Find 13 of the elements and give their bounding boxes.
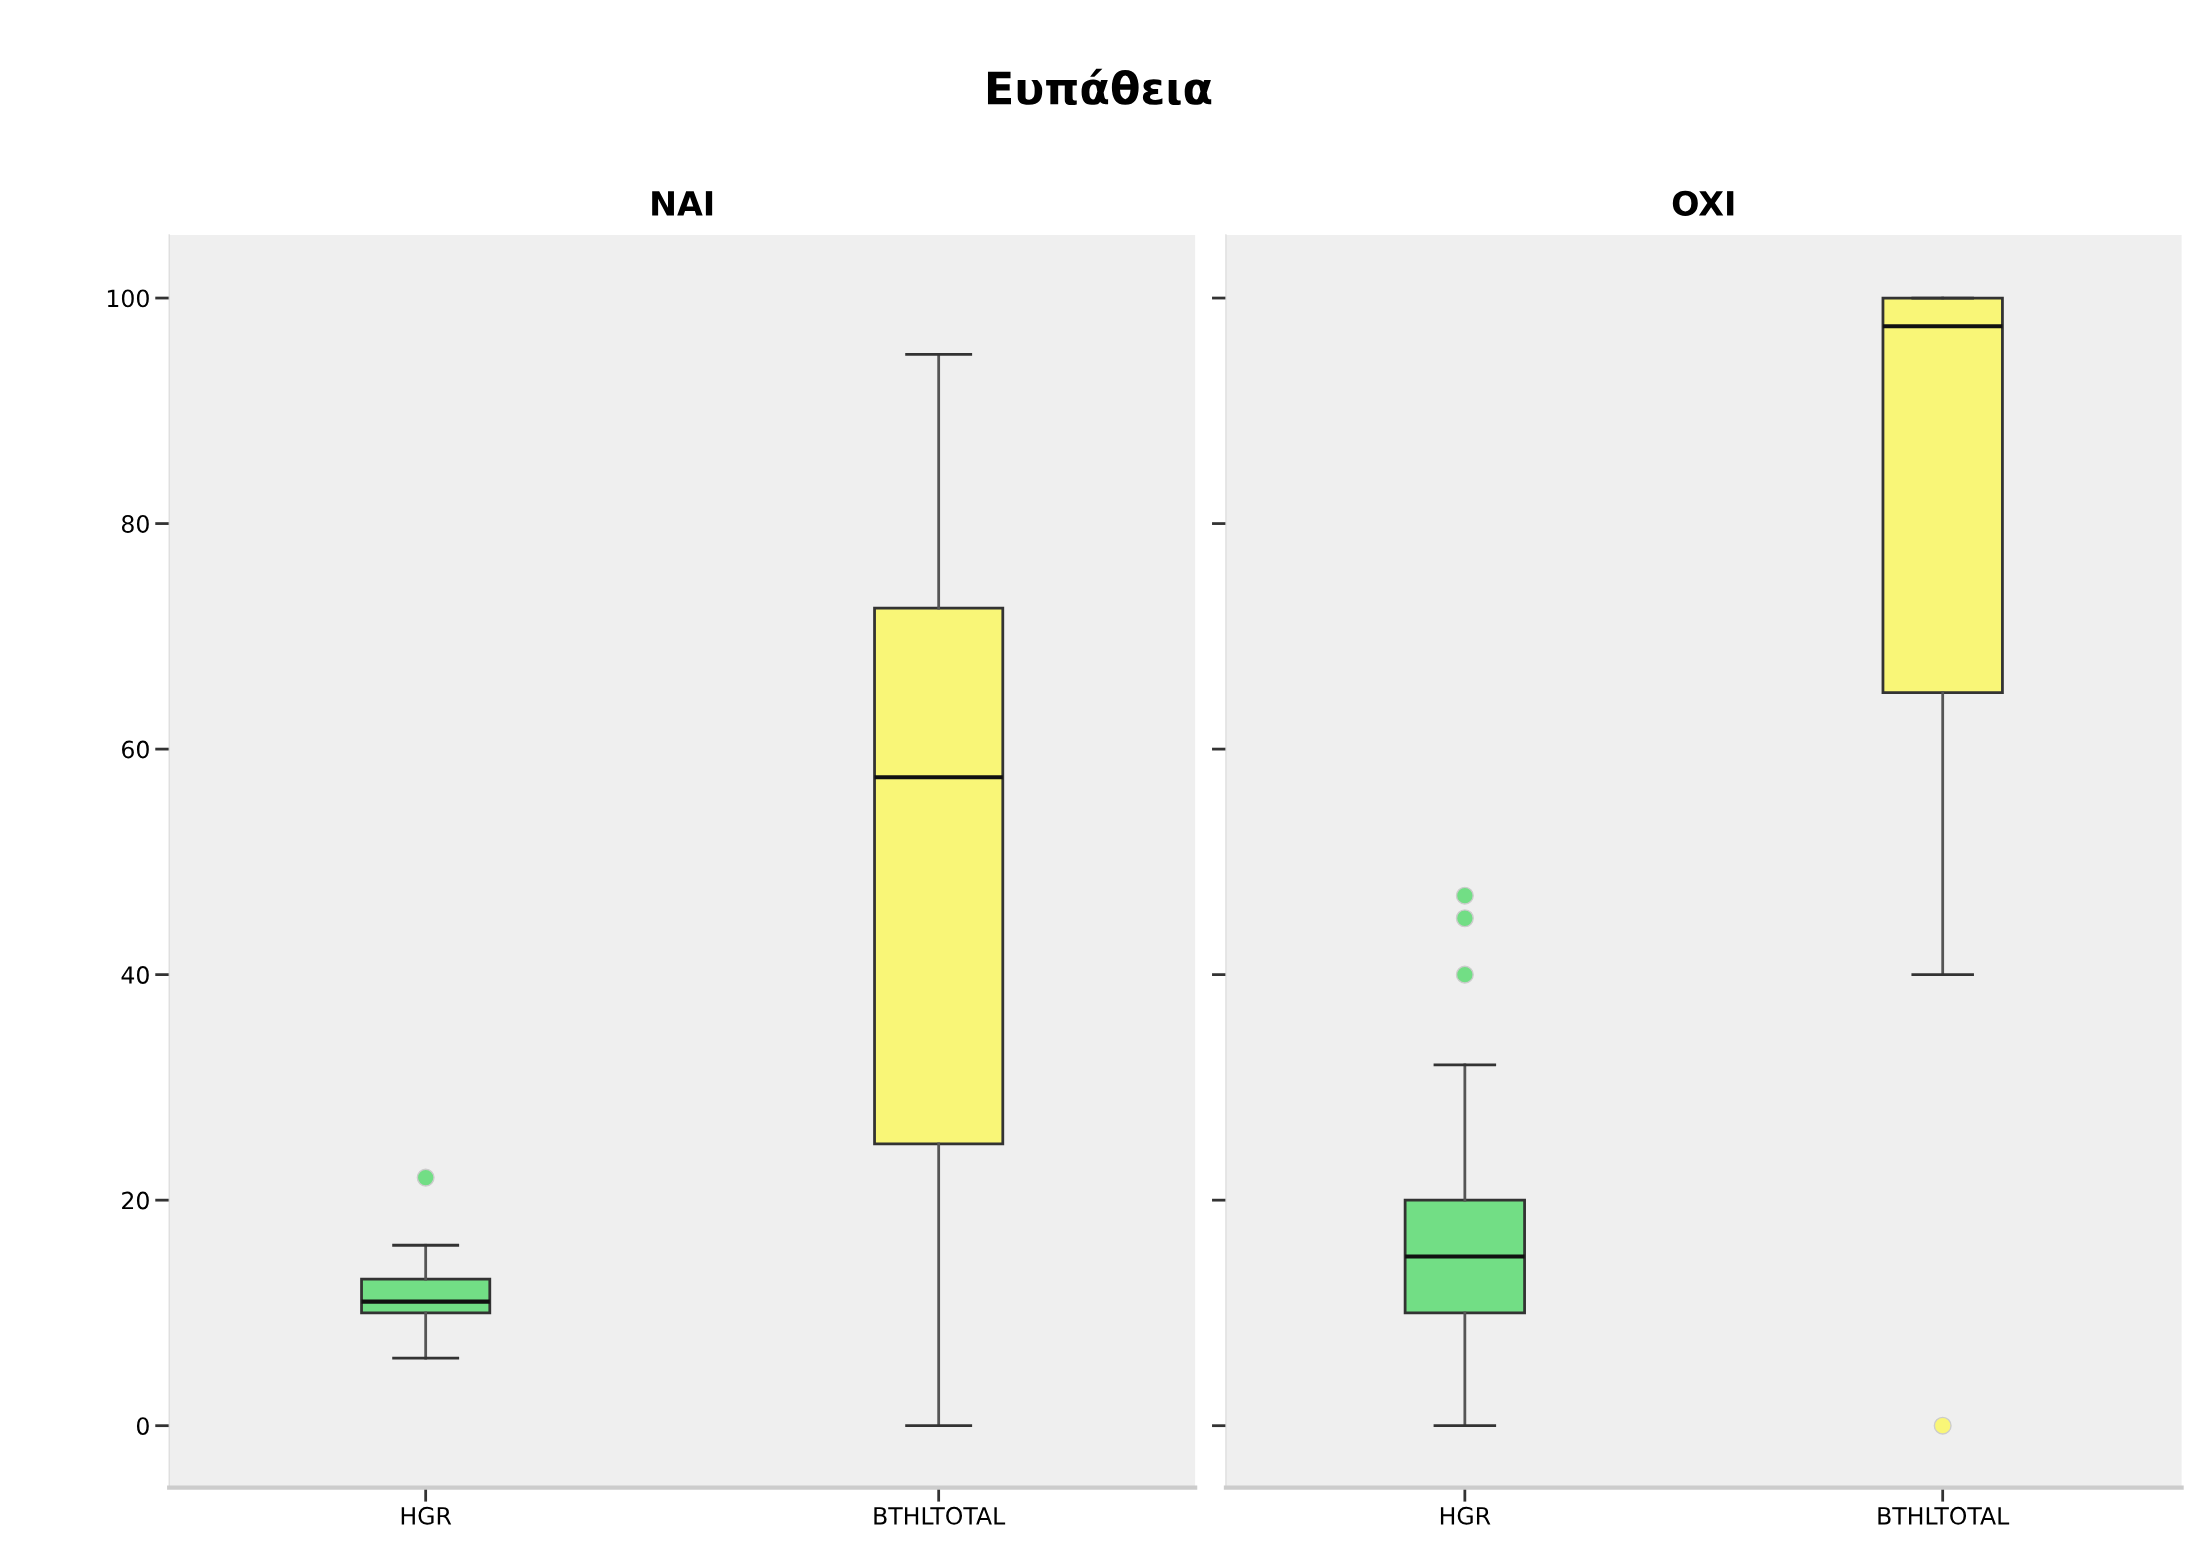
- y-tick-label: 80: [121, 515, 149, 533]
- x-tick-label: BTHLTOTAL: [1878, 1506, 2010, 1525]
- y-tick-label: 0: [136, 1417, 149, 1435]
- y-tick-label: 60: [122, 740, 149, 759]
- y-tick-label: 40: [121, 966, 149, 984]
- chart-subtitle: OXI: [1672, 190, 1734, 216]
- x-tick-label: BTHLTOTAL: [874, 1506, 1006, 1525]
- chart-subtitle: NAI: [652, 191, 713, 216]
- y-tick-label: 20: [122, 1191, 149, 1210]
- y-tick-label: 100: [107, 289, 149, 308]
- chart-title: Ευπάθεια: [987, 68, 1212, 106]
- x-tick-label: HGR: [401, 1506, 452, 1525]
- x-tick-label: HGR: [1440, 1506, 1491, 1525]
